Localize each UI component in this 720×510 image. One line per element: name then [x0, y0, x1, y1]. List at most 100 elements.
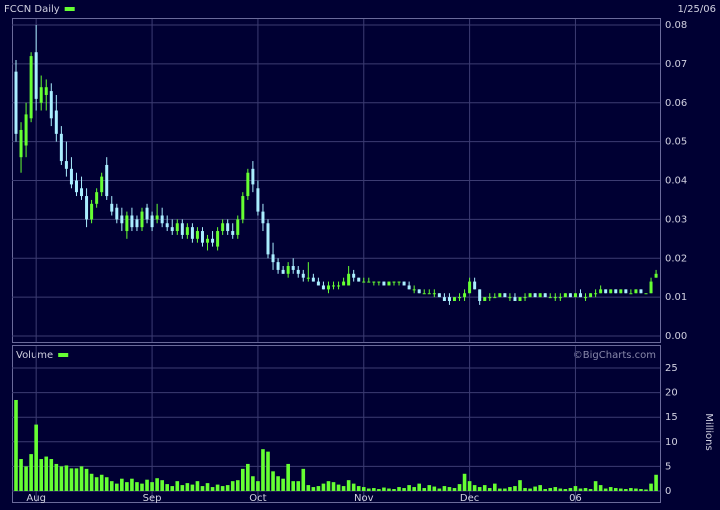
candle-body: [281, 269, 285, 274]
volume-bar: [14, 399, 18, 491]
volume-bar: [402, 488, 406, 491]
volume-bar: [19, 459, 23, 491]
volume-bar: [135, 482, 139, 491]
volume-bar: [654, 474, 658, 491]
volume-bar: [69, 468, 74, 491]
candle-body: [110, 203, 114, 212]
candle-body: [236, 219, 240, 235]
volume-bar: [220, 486, 225, 491]
candle-body: [100, 176, 104, 193]
candle-body: [175, 223, 179, 232]
volume-bar: [230, 481, 235, 491]
candle-body: [437, 293, 441, 298]
candle-body: [357, 277, 361, 282]
x-tick-label: Dec: [460, 493, 479, 504]
candle-body: [85, 196, 89, 220]
candle-body: [90, 203, 94, 220]
volume-bar: [482, 485, 487, 491]
volume-bar: [321, 483, 326, 491]
volume-bar: [170, 486, 175, 491]
volume-bar: [311, 487, 316, 491]
candle-body: [508, 297, 512, 299]
candle-body: [599, 289, 603, 294]
candle-body: [337, 285, 341, 287]
volume-bar: [94, 477, 99, 491]
candle-body: [538, 293, 542, 298]
candle-body: [563, 293, 567, 298]
candle-body: [29, 56, 33, 119]
candle-body: [14, 71, 18, 134]
candle-body: [503, 293, 507, 298]
volume-title: Volume: [16, 350, 53, 361]
candle-body: [226, 223, 230, 232]
candle-body: [377, 281, 381, 283]
candle-body: [392, 281, 396, 283]
volume-bar: [644, 489, 648, 491]
candle-body: [306, 277, 310, 279]
volume-bar: [130, 478, 134, 491]
volume-bar: [200, 486, 205, 491]
candle-body: [321, 285, 325, 290]
candle-body: [216, 231, 220, 247]
candle-body: [140, 211, 144, 228]
volume-bar: [160, 480, 164, 491]
volume-bar: [291, 481, 295, 491]
candle-body: [528, 293, 532, 298]
volume-bar: [336, 484, 341, 491]
volume-bar: [427, 485, 432, 491]
volume-bar: [356, 486, 361, 491]
candle-body: [326, 285, 330, 290]
x-tick-label: Nov: [354, 493, 374, 504]
volume-bar: [301, 468, 306, 491]
volume-bar: [573, 486, 578, 491]
volume-bar: [603, 488, 608, 491]
candle-body: [488, 297, 492, 299]
y-tick-label: 0.00: [665, 331, 687, 342]
candle-body: [95, 192, 99, 204]
volume-bar: [518, 480, 522, 491]
volume-bar: [568, 488, 573, 491]
volume-bar: [140, 483, 144, 491]
candle-body: [578, 293, 582, 298]
volume-bar: [79, 466, 84, 491]
candle-body: [604, 289, 608, 294]
x-tick-label: 06: [569, 493, 582, 504]
candle-body: [301, 273, 305, 278]
y-axis-label: Millions: [703, 413, 714, 450]
candle-body: [478, 289, 482, 302]
volume-bar: [235, 480, 240, 491]
candle-body: [231, 231, 235, 235]
legend-swatch: [58, 353, 69, 357]
candle-body: [316, 281, 320, 286]
candle-body: [523, 297, 527, 299]
volume-bar: [180, 485, 185, 491]
volume-bar: [246, 463, 250, 491]
candle-body: [150, 215, 154, 228]
volume-bar: [498, 488, 502, 491]
candle-body: [256, 188, 260, 212]
candle-body: [619, 289, 623, 294]
volume-bar: [472, 485, 477, 491]
candle-body: [624, 289, 628, 294]
y-tick-label: 0.02: [665, 253, 687, 264]
volume-bar: [185, 483, 190, 491]
volume-bar: [467, 481, 472, 491]
candle-body: [347, 273, 351, 286]
candle-body: [170, 227, 174, 232]
candle-body: [473, 281, 477, 290]
volume-bar: [316, 486, 321, 491]
candle-body: [372, 281, 376, 283]
volume-bar: [361, 487, 366, 491]
candle-body: [654, 273, 658, 278]
volume-bar: [533, 486, 537, 491]
volume-bar: [261, 449, 265, 491]
volume-bar: [115, 483, 119, 491]
volume-bar: [29, 454, 33, 491]
volume-bar: [215, 484, 220, 491]
volume-bar: [155, 478, 159, 491]
volume-bar: [34, 424, 38, 491]
volume-bar: [523, 488, 527, 491]
candle-body: [594, 293, 598, 295]
